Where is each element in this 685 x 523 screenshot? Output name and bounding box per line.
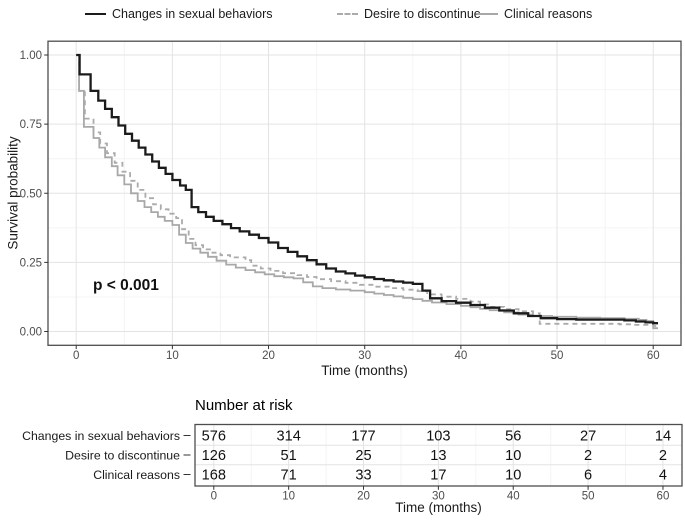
legend-label-changes: Changes in sexual behaviors xyxy=(112,7,273,21)
risk-count-cell: 2 xyxy=(584,448,592,464)
risk-count-cell: 14 xyxy=(655,428,671,444)
risk-count-cell: 51 xyxy=(281,448,297,464)
legend-item-clinical: Clinical reasons xyxy=(477,5,592,23)
km-curve-1 xyxy=(76,54,658,327)
risk-count-cell: 13 xyxy=(430,448,446,464)
risk-count-cell: 25 xyxy=(355,448,371,464)
risk-count-cell: 126 xyxy=(202,448,226,464)
risk-x-tick-label: 30 xyxy=(432,491,445,503)
risk-count-cell: 27 xyxy=(580,428,596,444)
risk-row-label: Desire to discontinue xyxy=(65,448,180,462)
risk-count-cell: 6 xyxy=(584,467,592,483)
risk-x-tick-label: 0 xyxy=(211,491,217,503)
x-tick-label: 10 xyxy=(166,350,179,362)
x-tick-label: 40 xyxy=(454,350,467,362)
legend-label-clinical: Clinical reasons xyxy=(504,7,593,21)
x-tick-label: 20 xyxy=(262,350,275,362)
risk-count-cell: 56 xyxy=(505,428,521,444)
legend-label-desire: Desire to discontinue xyxy=(364,7,481,21)
legend-item-desire: Desire to discontinue xyxy=(337,5,481,23)
risk-count-cell: 177 xyxy=(351,428,375,444)
risk-x-tick-label: 60 xyxy=(657,491,670,503)
risk-count-cell: 71 xyxy=(281,467,297,483)
y-tick-label: 1.00 xyxy=(20,50,42,62)
risk-count-cell: 103 xyxy=(426,428,450,444)
risk-count-cell: 576 xyxy=(202,428,226,444)
y-axis-title: Survival probability xyxy=(5,136,21,250)
risk-row-label: Clinical reasons xyxy=(93,468,180,482)
x-axis-title: Time (months) xyxy=(321,363,408,378)
y-tick-label: 0.50 xyxy=(20,188,42,200)
y-tick-label: 0.00 xyxy=(20,327,42,339)
x-tick-label: 30 xyxy=(358,350,371,362)
black-solid-line-icon xyxy=(85,13,106,15)
gray-solid-line-icon xyxy=(477,13,498,15)
risk-table-title: Number at risk xyxy=(195,397,293,414)
legend-item-changes: Changes in sexual behaviors xyxy=(85,5,273,23)
risk-count-cell: 33 xyxy=(355,467,371,483)
risk-x-tick-label: 20 xyxy=(357,491,370,503)
y-tick-label: 0.25 xyxy=(20,257,42,269)
risk-x-tick-label: 50 xyxy=(582,491,595,503)
gray-dashed-line-icon xyxy=(337,13,358,15)
km-curve-0 xyxy=(76,53,658,325)
risk-count-cell: 168 xyxy=(202,467,226,483)
risk-count-cell: 10 xyxy=(505,467,521,483)
risk-count-cell: 314 xyxy=(276,428,300,444)
risk-x-axis-title: Time (months) xyxy=(395,500,482,515)
risk-count-cell: 10 xyxy=(505,448,521,464)
x-tick-label: 0 xyxy=(73,350,79,362)
x-tick-label: 50 xyxy=(551,350,564,362)
y-tick-label: 0.75 xyxy=(20,119,42,131)
risk-count-cell: 4 xyxy=(659,467,667,483)
x-tick-label: 60 xyxy=(647,350,660,362)
risk-x-tick-label: 40 xyxy=(507,491,520,503)
risk-row-label: Changes in sexual behaviors xyxy=(22,429,180,443)
risk-count-cell: 2 xyxy=(659,448,667,464)
risk-count-cell: 17 xyxy=(430,467,446,483)
p-value-annotation: p < 0.001 xyxy=(93,277,159,294)
km-curve-2 xyxy=(76,54,658,330)
risk-x-tick-label: 10 xyxy=(282,491,295,503)
